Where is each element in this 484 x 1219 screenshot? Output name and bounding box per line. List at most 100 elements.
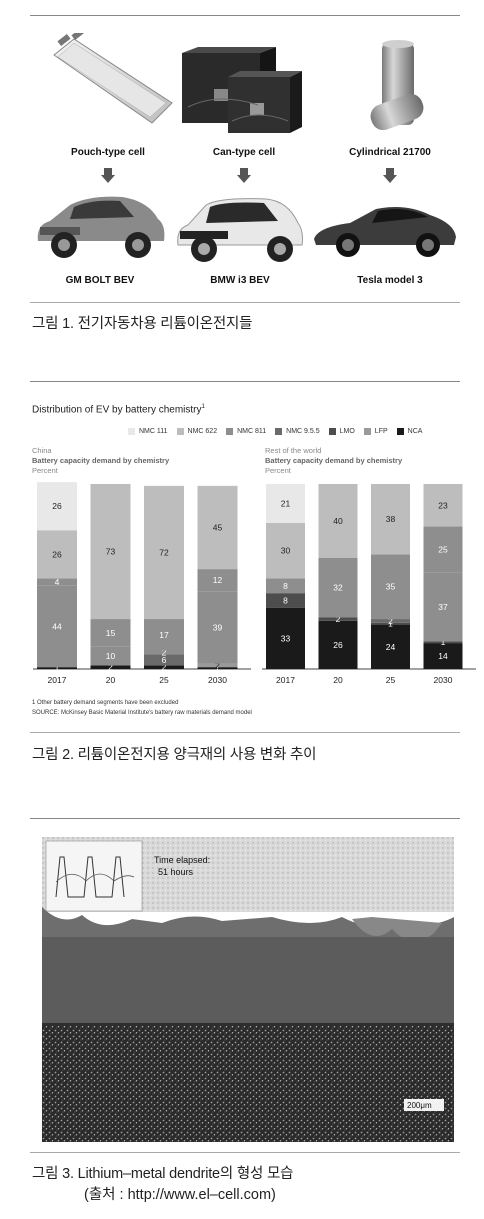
bmw-i3-car-image [177,198,303,262]
bar-segment [90,484,131,620]
legend-swatch [328,428,336,435]
bar-segment [197,663,238,668]
bar-data-label: 26 [52,549,62,559]
panel-unit: Percent [265,466,291,475]
time-elapsed-label: Time elapsed: [154,855,210,865]
time-elapsed-value: 51 hours [158,867,194,877]
bar-data-label: 40 [333,516,343,526]
bar-data-label: 39 [213,622,223,632]
x-tick-label: 20 [106,675,116,685]
legend-swatch [396,428,404,435]
chart-footnote: 1 Other battery demand segments have bee… [32,700,179,706]
bar-data-label: 26 [52,501,62,511]
top-rule [30,15,460,16]
panel-subtitle: Battery capacity demand by chemistry [32,456,170,465]
bar-segment [423,526,463,573]
legend-swatch [176,428,184,435]
x-tick-label: 2030 [208,675,227,685]
bar-segment [197,485,238,570]
bar-segment [90,646,131,666]
bar-segment [266,607,305,669]
bar-segment [371,484,410,555]
bar-segment [318,558,358,618]
bar-data-label: 32 [333,583,343,593]
cell-label-pouch: Pouch-type cell [71,147,145,158]
legend-label: LMO [339,428,355,435]
bar-data-label: 1 [441,637,446,647]
panel-region: China [32,446,52,455]
cell-label-cylindrical: Cylindrical 21700 [349,147,431,158]
bar-data-label: 2 [162,647,167,657]
bar-data-label: 14 [438,651,448,661]
bar-segment [144,485,184,620]
bar-segment [318,617,358,621]
bar-data-label: 1 [215,663,220,673]
car-label-bmw-i3: BMW i3 BEV [210,275,270,286]
bar-data-label: 45 [213,522,223,532]
x-tick-label: 2017 [276,675,295,685]
bar-data-label: 37 [438,602,448,612]
bar-segment [144,665,184,669]
x-tick-label: 25 [159,675,169,685]
legend-entry: NMC 111 [128,428,168,435]
bar-data-label: 24 [386,642,396,652]
car-label-gm-bolt: GM BOLT BEV [65,275,135,286]
bar-segment [371,619,410,623]
bar-data-label: 73 [106,547,116,557]
bar-segment [318,620,358,669]
bar-data-label: 38 [386,514,396,524]
bar-segment [37,482,77,531]
dendrite-micrograph: Time elapsed: 51 hours 200μm [42,837,454,1142]
bar-data-label: 1 [55,663,60,673]
panel-region: Rest of the world [265,446,322,455]
pouch-cell-image [53,33,173,124]
legend-entry: NMC 811 [226,428,266,435]
bar-data-label: 72 [159,547,169,557]
legend-label: NMC 111 [139,428,168,435]
bar-data-label: 25 [438,545,448,555]
figure-2-rule [30,732,460,733]
bar-segment [197,667,238,669]
bar-data-label: 17 [159,630,169,640]
bar-data-label: 2 [162,662,167,672]
figure-1: Pouch-type cell Can-type cell Cylindrica… [30,25,460,305]
bar-data-label: 23 [438,500,448,510]
chart-legend: NMC 111 NMC 622 NMC 811 NMC 9.5.5 LMO LFP NCA [128,428,431,435]
legend-entry: NMC 9.5.5 [275,428,320,435]
bar-segment [266,522,305,579]
legend-entry: NMC 622 [176,428,217,435]
figure-3-caption: 그림 3. Lithium–metal dendrite의 형성 모습 [32,1166,294,1182]
panel-head-china: China Battery capacity demand by chemist… [32,446,169,476]
bar-segment [37,667,77,669]
legend-label: LFP [374,428,388,435]
bar-segment [371,554,410,620]
bar-segment [423,572,463,642]
figure-3-source: (출처 : http://www.el–cell.com) [84,1187,276,1203]
gm-bolt-car-image [37,196,165,258]
bar-segment [197,591,238,664]
arrow-down-icon [101,168,115,184]
cell-label-can: Can-type cell [212,147,276,158]
can-cell-image [182,47,302,133]
bar-segment [266,593,305,608]
legend-entry: LMO [328,428,355,435]
bar-segment [371,622,410,625]
bar-data-label: 1 [388,619,393,629]
bar-segment [144,619,184,651]
bar-segment [90,665,131,669]
bar-segment [37,578,77,586]
x-tick-label: 25 [386,675,396,685]
chart-title-sup: 1 [201,404,205,410]
bar-data-label: 2 [108,662,113,672]
x-tick-label: 2017 [48,675,67,685]
bar-data-label: 21 [281,498,291,508]
legend-entry: NCA [396,428,422,435]
figure-1-caption: 그림 1. 전기자동차용 리튬이온전지들 [32,316,253,332]
panel-unit: Percent [32,466,58,475]
bar-segment [423,643,463,669]
panel-subtitle: Battery capacity demand by chemistry [265,456,403,465]
legend-swatch [226,428,234,435]
arrow-down-icon [237,168,251,184]
bar-data-label: 10 [106,651,116,661]
bar-segment [266,578,305,594]
